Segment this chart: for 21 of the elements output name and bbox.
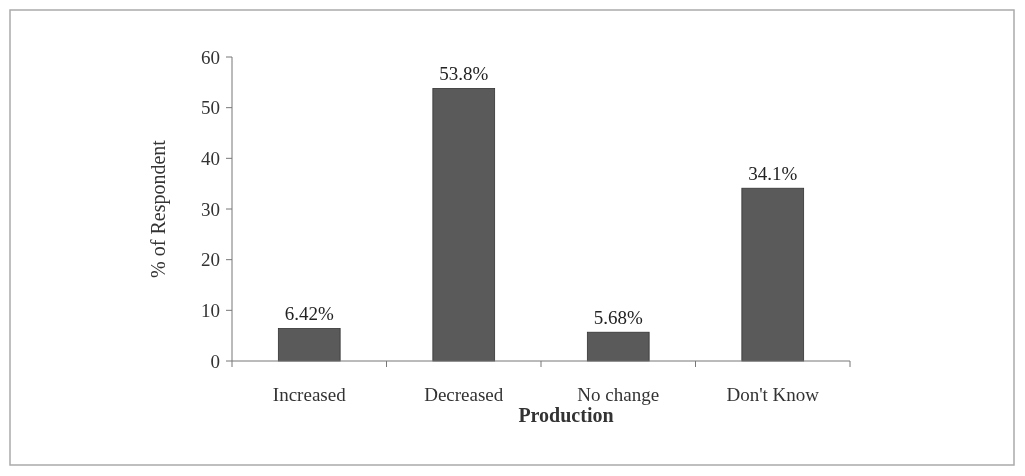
bar (741, 187, 805, 362)
x-tick-label: Decreased (424, 384, 504, 405)
y-tick-label: 50 (201, 97, 220, 119)
data-label: 6.42% (284, 303, 334, 325)
x-tick-label: Increased (272, 384, 347, 405)
data-label: 34.1% (748, 163, 798, 185)
bar (586, 331, 650, 362)
bar (432, 88, 496, 362)
data-label: 53.8% (439, 63, 489, 85)
data-label: 5.68% (593, 307, 643, 329)
y-axis-title: % of Respondent (147, 139, 170, 278)
x-tick-label: No change (577, 384, 660, 405)
y-tick-label: 20 (201, 249, 220, 271)
y-tick-label: 0 (210, 350, 220, 372)
x-tick-label: Don't Know (726, 384, 820, 405)
y-tick-label: 10 (201, 299, 220, 321)
y-tick-label: 40 (201, 147, 220, 169)
bar (277, 328, 341, 362)
y-tick-label: 30 (201, 198, 220, 220)
y-tick-label: 60 (201, 46, 220, 68)
x-axis-title: Production (518, 404, 614, 426)
